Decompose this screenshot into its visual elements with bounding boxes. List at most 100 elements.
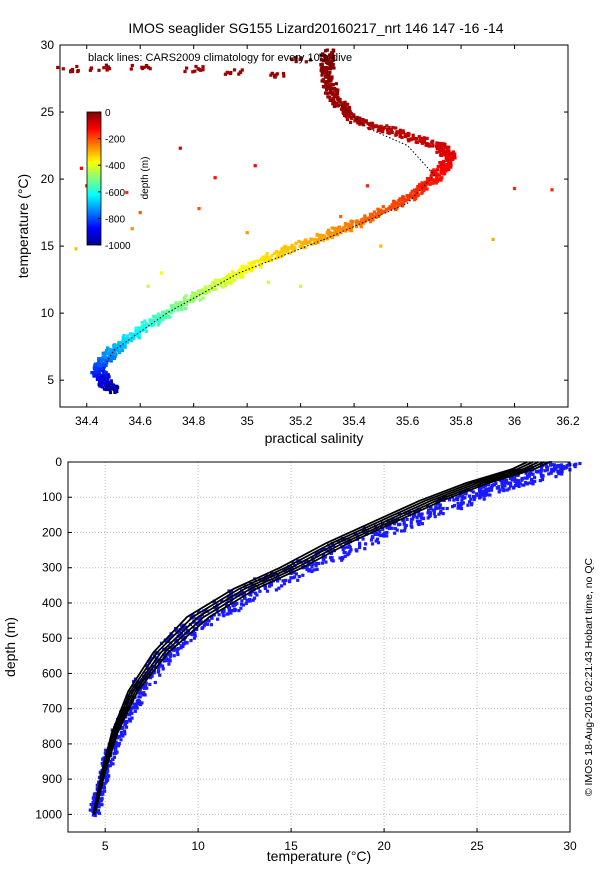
ts-observation-point <box>108 348 112 352</box>
ts-observation-point <box>410 189 414 193</box>
ts-observation-point <box>385 128 390 132</box>
profile-observation-point <box>331 559 335 563</box>
ts-observation-point <box>326 228 331 232</box>
ts-observation-point <box>371 123 375 127</box>
ts-observation-point <box>107 375 111 379</box>
ts-observation-point <box>249 269 254 273</box>
profile-observation-point <box>445 506 449 511</box>
profile-observation-point <box>155 657 159 661</box>
ts-observation-point <box>121 339 126 343</box>
profile-observation-point <box>148 676 153 680</box>
ts-observation-point <box>181 304 185 308</box>
ts-observation-point <box>361 217 365 221</box>
ts-observation-point <box>124 339 129 343</box>
ts-observation-point <box>259 257 263 261</box>
profile-observation-point <box>114 744 118 748</box>
profile-observation-point <box>530 477 534 482</box>
profile-observation-point <box>131 705 135 710</box>
profile-observation-point <box>499 479 503 483</box>
ts-surface-point <box>290 58 294 62</box>
profile-observation-point <box>239 591 243 595</box>
ts-outlier-point <box>160 271 164 275</box>
ts-observation-point <box>377 125 382 129</box>
ts-observation-point <box>354 225 359 229</box>
profile-observation-point <box>472 497 476 502</box>
ts-observation-point <box>306 240 310 244</box>
ts-observation-point <box>341 226 345 230</box>
profile-observation-point <box>105 766 110 770</box>
ts-observation-point <box>435 172 439 176</box>
profile-observation-point <box>547 472 551 476</box>
profile-observation-point <box>381 527 385 531</box>
ts-observation-point <box>328 64 332 68</box>
profile-observation-point <box>176 647 180 651</box>
ts-observation-point <box>359 225 363 229</box>
ts-observation-point <box>112 356 117 360</box>
ts-observation-point <box>103 371 107 375</box>
ts-observation-point <box>439 178 443 182</box>
profile-observation-point <box>220 599 224 603</box>
ts-observation-point <box>274 250 278 254</box>
profile-observation-point <box>168 655 173 659</box>
profile-observation-point <box>510 478 514 482</box>
profile-observation-point <box>526 474 530 478</box>
profile-observation-point <box>202 624 206 628</box>
profile-observation-point <box>476 493 480 498</box>
ts-observation-point <box>130 337 134 341</box>
profile-observation-point <box>386 526 390 530</box>
ts-observation-point <box>98 384 102 388</box>
profile-observation-point <box>533 475 537 479</box>
ts-observation-point <box>232 279 237 283</box>
ts-observation-point <box>217 278 221 282</box>
ts-observation-point <box>336 226 340 230</box>
profile-observation-point <box>521 483 525 487</box>
ts-observation-point <box>349 219 353 223</box>
profile-observation-point <box>221 613 225 617</box>
profile-observation-point <box>410 525 414 529</box>
ts-observation-point <box>327 95 331 99</box>
ts-observation-point <box>96 377 100 381</box>
ts-observation-point <box>335 101 339 105</box>
ts-observation-point <box>432 168 436 172</box>
ts-observation-point <box>98 368 102 372</box>
ts-observation-point <box>297 239 301 244</box>
profile-observation-point <box>400 529 404 533</box>
ts-surface-point <box>201 65 205 69</box>
ts-observation-point <box>331 90 335 94</box>
ts-observation-point <box>372 210 376 214</box>
ts-observation-point <box>436 168 440 172</box>
profile-observation-point <box>126 697 131 701</box>
profile-observation-point <box>525 476 529 480</box>
profile-observation-point <box>458 506 462 510</box>
profile-observation-point <box>539 471 543 475</box>
profile-observation-point <box>95 783 99 787</box>
profile-observation-point <box>485 488 489 492</box>
profile-observation-point <box>504 478 509 482</box>
ts-observation-point <box>194 292 198 296</box>
profile-observation-point <box>293 575 297 579</box>
profile-observation-point <box>91 813 95 817</box>
profile-observation-point <box>304 559 308 563</box>
ts-observation-point <box>132 336 136 340</box>
profile-observation-point <box>370 535 374 539</box>
profile-observation-point <box>179 646 183 650</box>
ts-observation-point <box>128 332 133 336</box>
profile-observation-point <box>161 664 165 668</box>
profile-observation-point <box>100 803 104 807</box>
ts-observation-point <box>121 335 125 339</box>
ts-observation-point <box>97 357 101 361</box>
profile-observation-point <box>158 673 162 677</box>
ts-surface-point <box>183 69 187 74</box>
ts-surface-point <box>199 68 203 72</box>
profile-observation-point <box>488 493 492 497</box>
ts-observation-point <box>402 197 406 201</box>
profile-observation-point <box>159 663 163 667</box>
profile-observation-point <box>573 465 577 469</box>
ts-observation-point <box>122 334 126 338</box>
profile-observation-point <box>507 481 511 485</box>
ts-observation-point <box>185 299 189 303</box>
ts-observation-point <box>315 233 319 237</box>
profile-observation-point <box>274 572 278 576</box>
ts-x-axis-label: practical salinity <box>265 430 364 446</box>
profile-observation-point <box>145 686 149 690</box>
